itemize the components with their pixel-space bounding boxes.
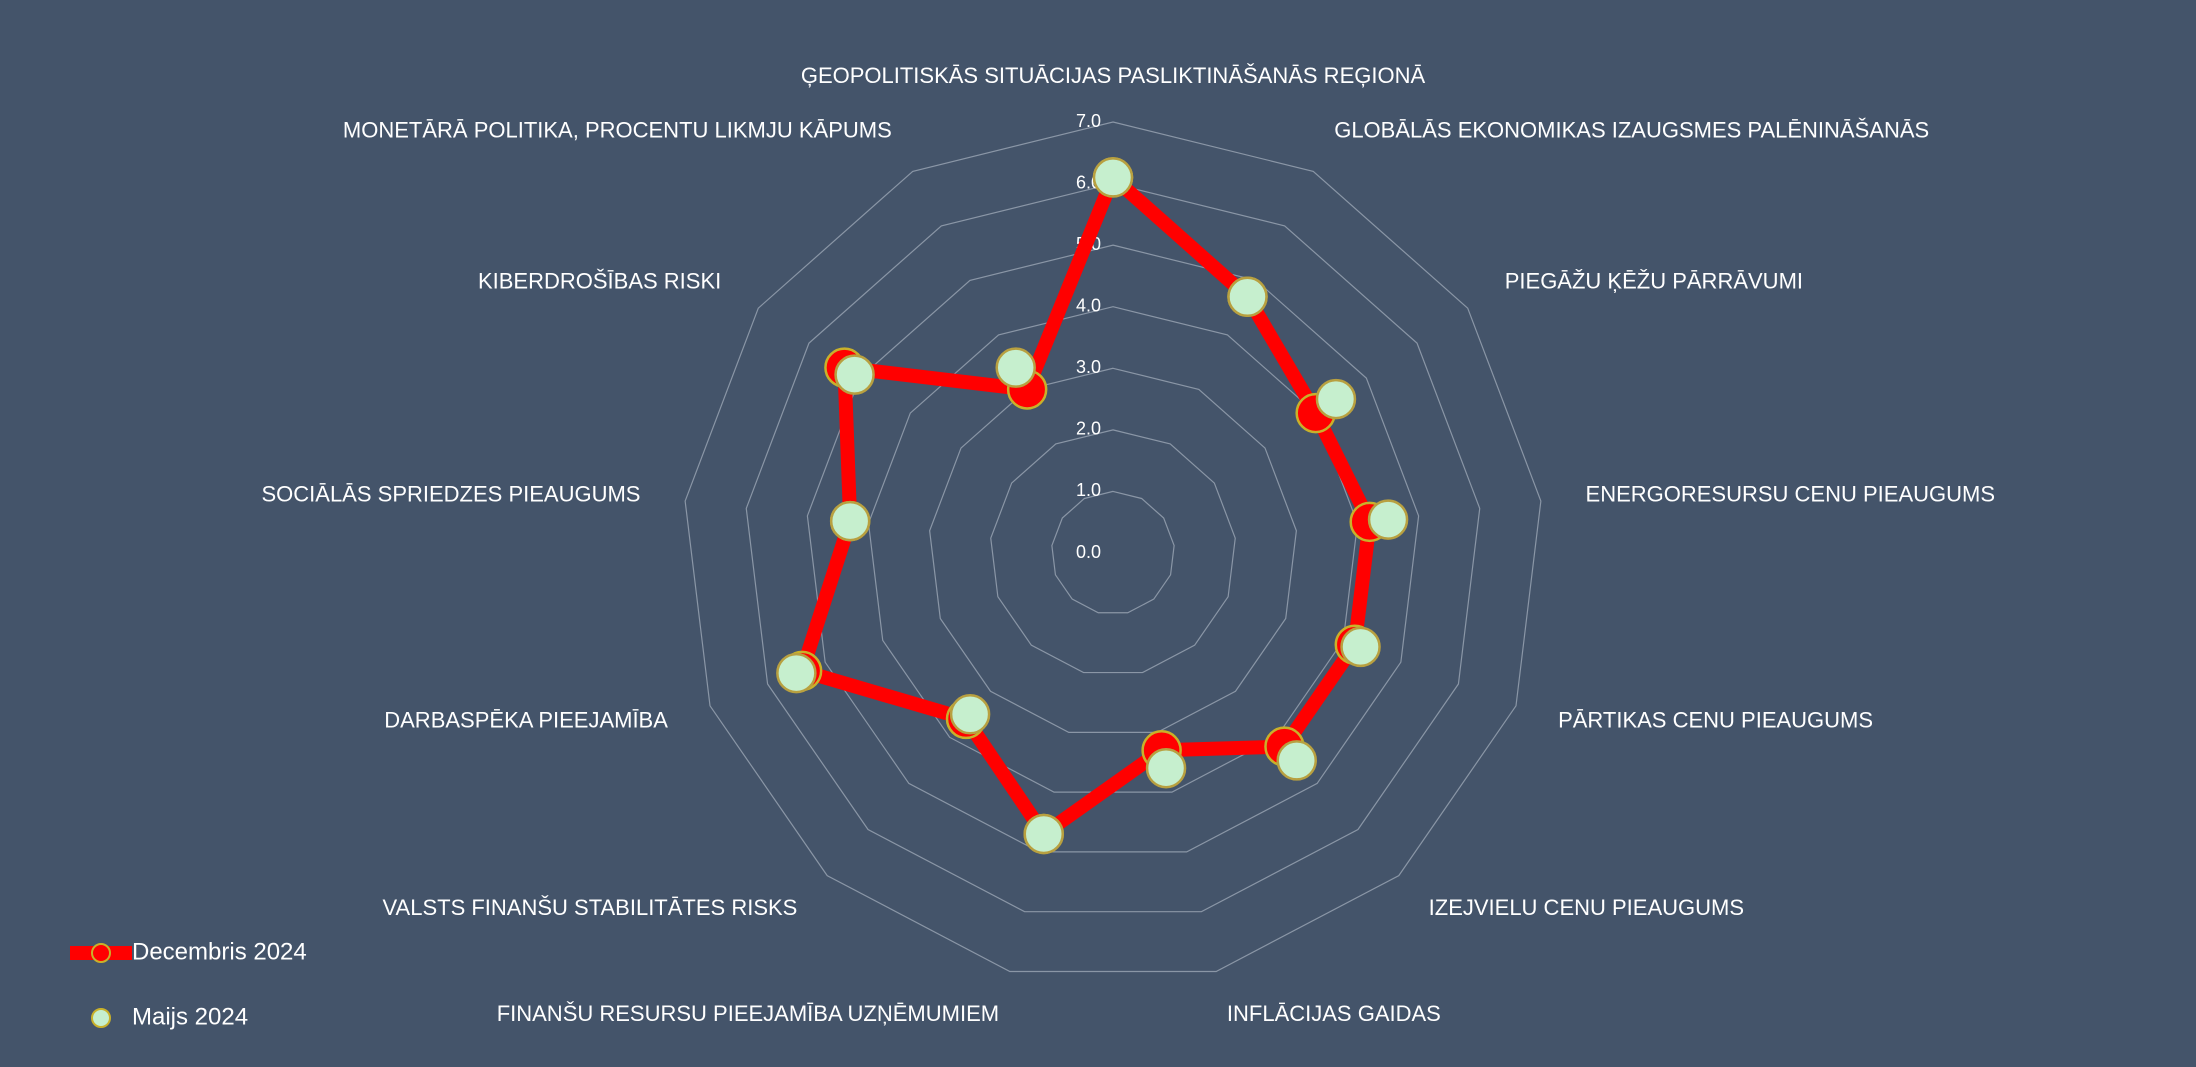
data-point (1145, 747, 1187, 789)
y-tick-label: 3.0 (1076, 357, 1101, 377)
grid-ring (990, 429, 1236, 674)
category-label: PĀRTIKAS CENU PIEAUGUMS (1558, 708, 1873, 733)
category-label: VALSTS FINANŠU STABILITĀTES RISKS (383, 895, 798, 920)
y-tick-label: 2.0 (1076, 419, 1101, 439)
data-point (776, 652, 817, 694)
legend-label: Maijs 2024 (132, 1003, 248, 1030)
category-label: ĢEOPOLITISKĀS SITUĀCIJAS PASLIKTINĀŠANĀS… (801, 63, 1426, 88)
data-point (1227, 276, 1268, 318)
category-label: IZEJVIELU CENU PIEAUGUMS (1429, 895, 1744, 920)
category-label: GLOBĀLĀS EKONOMIKAS IZAUGSMES PALĒNINĀŠA… (1334, 117, 1929, 142)
data-point (949, 694, 991, 735)
grid-ring (929, 367, 1297, 733)
legend-marker (91, 1008, 111, 1028)
category-label: DARBASPĒKA PIEEJAMĪBA (384, 708, 668, 733)
data-point (834, 354, 875, 395)
data-point (1367, 499, 1409, 540)
grid-ring (684, 121, 1542, 973)
grid-ring (1051, 490, 1175, 614)
category-label: SOCIĀLĀS SPRIEDZES PIEAUGUMS (261, 481, 640, 506)
legend-marker (91, 943, 111, 963)
category-label: KIBERDROŠĪBAS RISKI (478, 268, 721, 293)
category-label: INFLĀCIJAS GAIDAS (1227, 1001, 1441, 1026)
y-tick-label: 4.0 (1076, 295, 1101, 315)
y-tick-label: 0.0 (1076, 542, 1101, 562)
data-point (1315, 378, 1357, 420)
category-label: ENERGORESURSU CENU PIEAUGUMS (1586, 481, 1996, 506)
data-point (829, 500, 871, 542)
data-point (1340, 626, 1381, 668)
data-point (1276, 740, 1317, 781)
y-tick-label: 1.0 (1076, 480, 1101, 500)
category-label: FINANŠU RESURSU PIEEJAMĪBA UZŅĒMUMIEM (497, 1001, 999, 1026)
category-label: MONETĀRĀ POLITIKA, PROCENTU LIKMJU KĀPUM… (343, 117, 892, 142)
data-point (995, 347, 1036, 388)
category-label: PIEGĀŽU ĶĒŽU PĀRRĀVUMI (1505, 268, 1803, 293)
data-point (1023, 813, 1064, 855)
y-tick-label: 7.0 (1076, 111, 1101, 131)
data-point (1092, 157, 1134, 198)
legend-label: Decembris 2024 (132, 938, 307, 965)
grid-ring (745, 182, 1481, 913)
